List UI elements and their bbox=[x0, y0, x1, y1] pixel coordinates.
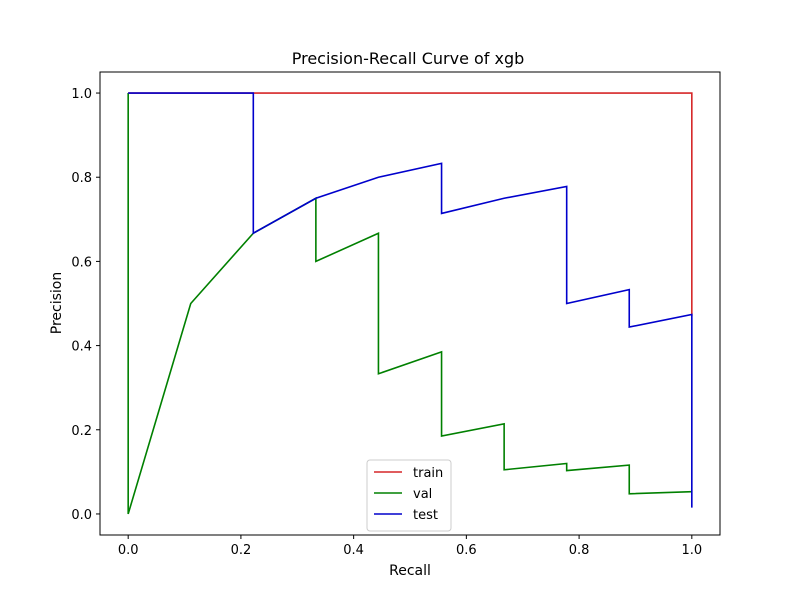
legend: train val test bbox=[366, 459, 452, 532]
y-tick-label: 1.0 bbox=[71, 87, 92, 102]
legend-label-train: train bbox=[413, 466, 443, 481]
legend-label-test: test bbox=[413, 508, 438, 523]
y-axis-label: Precision bbox=[49, 272, 65, 334]
x-tick-label: 0.6 bbox=[456, 543, 477, 558]
axes-frame bbox=[99, 71, 721, 536]
y-tick-label: 0.0 bbox=[71, 508, 92, 523]
x-tick-label: 0.0 bbox=[118, 543, 139, 558]
chart-title: Precision-Recall Curve of xgb bbox=[292, 49, 525, 68]
series-line-train bbox=[128, 92, 693, 317]
x-axis: 0.0 0.2 0.4 0.6 0.8 1.0 bbox=[118, 535, 702, 558]
x-tick-label: 0.2 bbox=[231, 543, 252, 558]
y-tick-label: 0.6 bbox=[71, 255, 92, 270]
plot-area bbox=[127, 92, 693, 515]
x-tick-label: 1.0 bbox=[681, 543, 702, 558]
x-axis-label: Recall bbox=[389, 563, 431, 579]
x-tick-label: 0.4 bbox=[343, 543, 364, 558]
series-line-val bbox=[127, 93, 692, 515]
x-tick-label: 0.8 bbox=[569, 543, 590, 558]
series-line-test bbox=[128, 92, 693, 508]
y-axis: 0.0 0.2 0.4 0.6 0.8 1.0 bbox=[71, 87, 100, 523]
y-tick-label: 0.8 bbox=[71, 171, 92, 186]
y-tick-label: 0.4 bbox=[71, 340, 92, 355]
y-tick-label: 0.2 bbox=[71, 424, 92, 439]
legend-label-val: val bbox=[413, 487, 432, 502]
